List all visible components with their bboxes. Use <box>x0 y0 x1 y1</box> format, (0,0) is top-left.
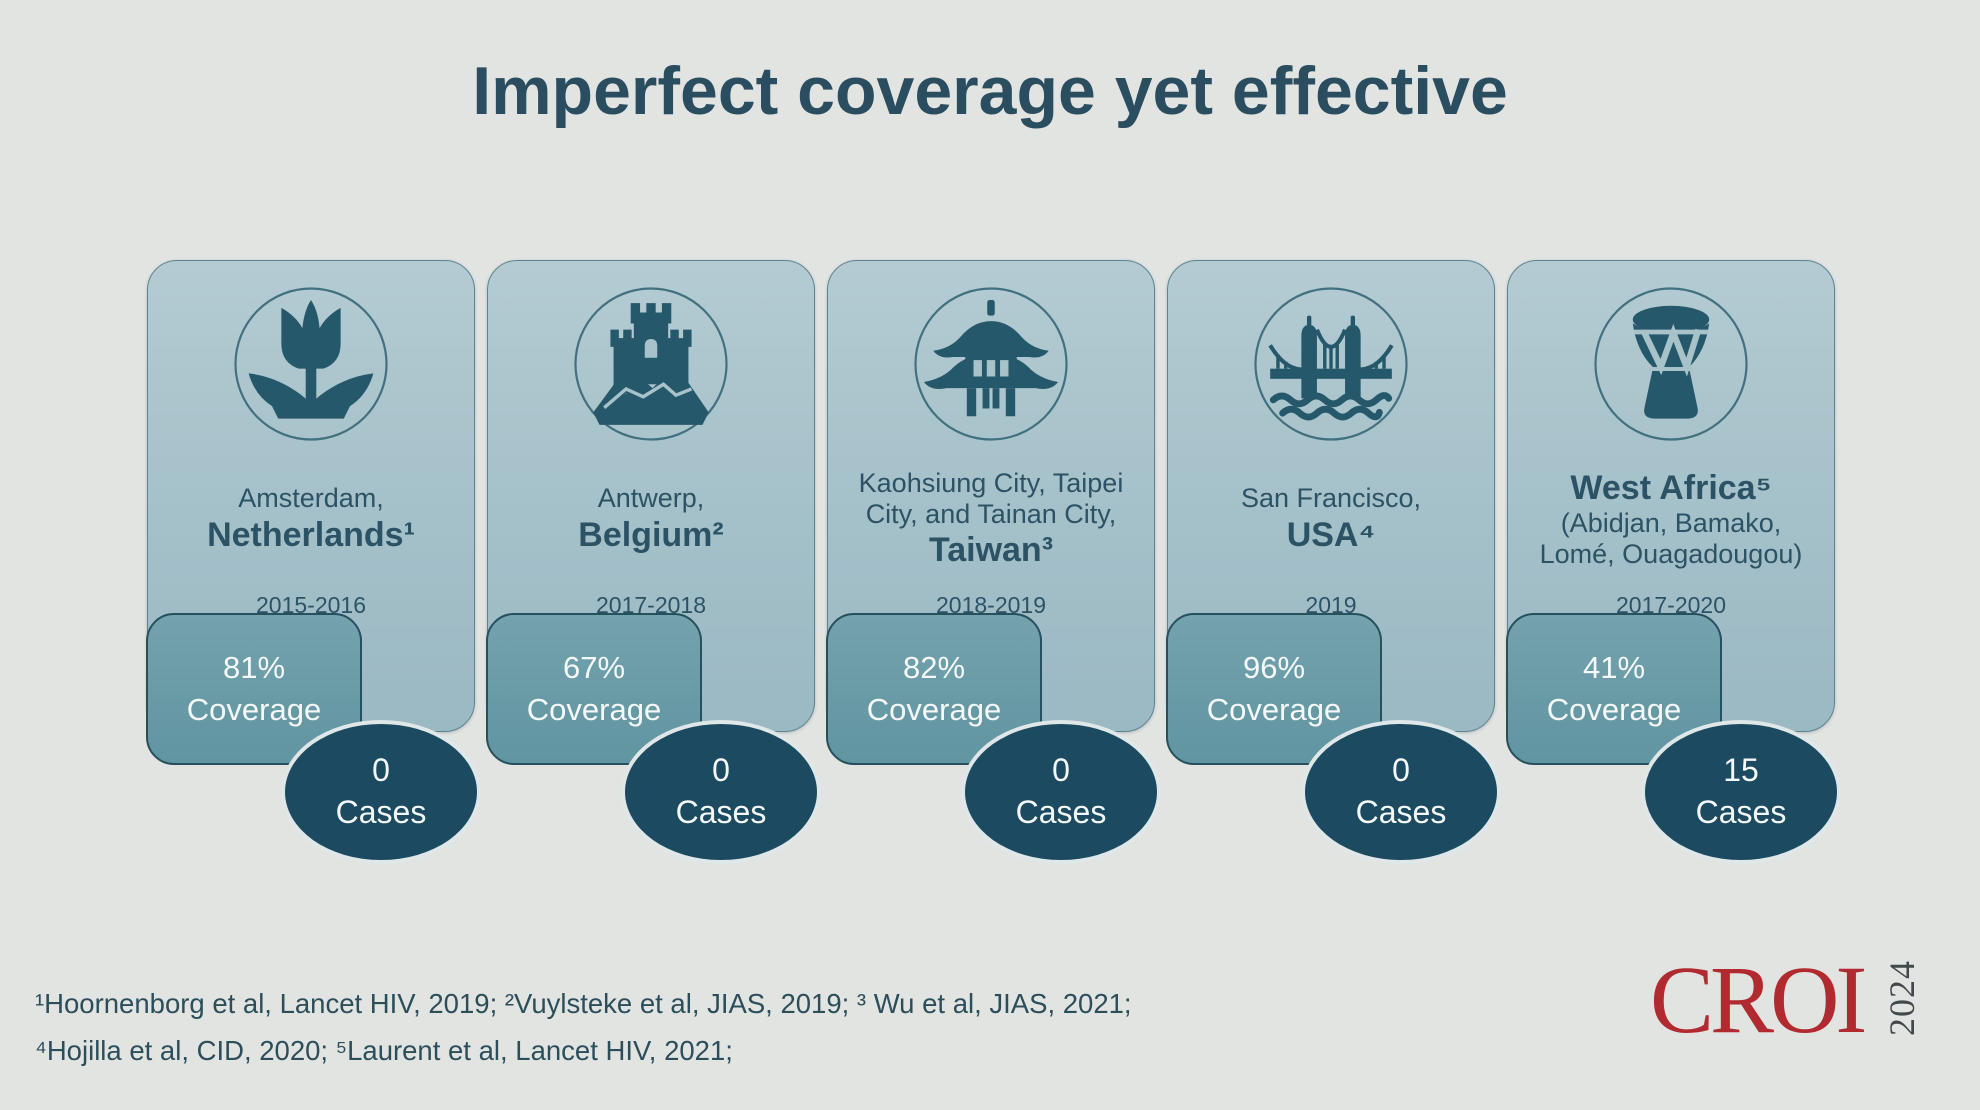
location-sub: (Abidjan, Bamako, Lomé, Ouagadougou) <box>1539 507 1803 570</box>
pagoda-icon <box>914 287 1068 441</box>
coverage-value: 96% <box>1242 650 1306 686</box>
cases-value: 0 <box>712 752 730 789</box>
location-card-usa: San Francisco, USA⁴ 2019 96% Coverage 0 … <box>1166 260 1501 864</box>
reference-line-2: ⁴Hojilla et al, CID, 2020; ⁵Laurent et a… <box>35 1035 733 1066</box>
cases-value: 0 <box>1052 752 1070 789</box>
bridge-icon <box>1254 287 1408 441</box>
location-text: Antwerp, Belgium² <box>488 458 814 580</box>
tulip-icon <box>234 287 388 441</box>
card-icon-circle <box>1253 286 1409 442</box>
croi-wordmark: CROI <box>1650 946 1867 1053</box>
coverage-value: 67% <box>562 650 626 686</box>
coverage-value: 41% <box>1582 650 1646 686</box>
coverage-label: Coverage <box>866 692 1002 727</box>
location-text: Kaohsiung City, Taipei City, and Tainan … <box>828 458 1154 580</box>
cases-label: Cases <box>1015 794 1107 830</box>
card-icon-circle <box>233 286 389 442</box>
coverage-label: Coverage <box>186 692 322 727</box>
cases-label: Cases <box>675 794 767 830</box>
drum-icon <box>1594 287 1748 441</box>
cases-badge: 0 Cases <box>961 720 1161 864</box>
location-text: West Africa⁵ (Abidjan, Bamako, Lomé, Oua… <box>1508 458 1834 580</box>
cases-badge: 0 Cases <box>281 720 481 864</box>
coverage-label: Coverage <box>526 692 662 727</box>
card-icon-circle <box>573 286 729 442</box>
reference-line-1: ¹Hoornenborg et al, Lancet HIV, 2019; ²V… <box>35 988 1132 1019</box>
coverage-label: Coverage <box>1546 692 1682 727</box>
location-text: San Francisco, USA⁴ <box>1168 458 1494 580</box>
card-icon-circle <box>913 286 1069 442</box>
location-name: USA⁴ <box>1286 515 1376 554</box>
location-city: Antwerp, <box>597 483 705 514</box>
page-title: Imperfect coverage yet effective <box>472 53 1508 129</box>
references: ¹Hoornenborg et al, Lancet HIV, 2019; ²V… <box>35 980 1132 1074</box>
card-icon-circle <box>1593 286 1749 442</box>
location-city: Amsterdam, <box>238 483 384 514</box>
croi-year: 2024 <box>1882 960 1922 1036</box>
coverage-badge: 81% Coverage <box>146 613 362 765</box>
location-city: Kaohsiung City, Taipei City, and Tainan … <box>858 467 1124 529</box>
cases-badge: 0 Cases <box>621 720 821 864</box>
cases-badge: 0 Cases <box>1301 720 1501 864</box>
coverage-badge: 82% Coverage <box>826 613 1042 765</box>
location-city: San Francisco, <box>1240 483 1422 514</box>
coverage-value: 81% <box>222 650 286 686</box>
location-card-taiwan: Kaohsiung City, Taipei City, and Tainan … <box>826 260 1161 864</box>
location-name: West Africa⁵ <box>1570 468 1772 507</box>
cases-badge: 15 Cases <box>1641 720 1841 864</box>
location-name: Taiwan³ <box>928 531 1054 570</box>
location-text: Amsterdam, Netherlands¹ <box>148 458 474 580</box>
cases-value: 0 <box>1392 752 1410 789</box>
location-card-west-africa: West Africa⁵ (Abidjan, Bamako, Lomé, Oua… <box>1506 260 1841 864</box>
location-name: Netherlands¹ <box>207 515 415 554</box>
cases-label: Cases <box>1695 794 1787 830</box>
castle-icon <box>574 287 728 441</box>
cases-value: 0 <box>372 752 390 789</box>
location-card-netherlands: Amsterdam, Netherlands¹ 2015-2016 81% Co… <box>146 260 481 864</box>
location-card-belgium: Antwerp, Belgium² 2017-2018 67% Coverage… <box>486 260 821 864</box>
cases-label: Cases <box>335 794 427 830</box>
cases-label: Cases <box>1355 794 1447 830</box>
cases-value: 15 <box>1723 752 1759 789</box>
coverage-label: Coverage <box>1206 692 1342 727</box>
coverage-value: 82% <box>902 650 966 686</box>
location-name: Belgium² <box>578 515 724 554</box>
